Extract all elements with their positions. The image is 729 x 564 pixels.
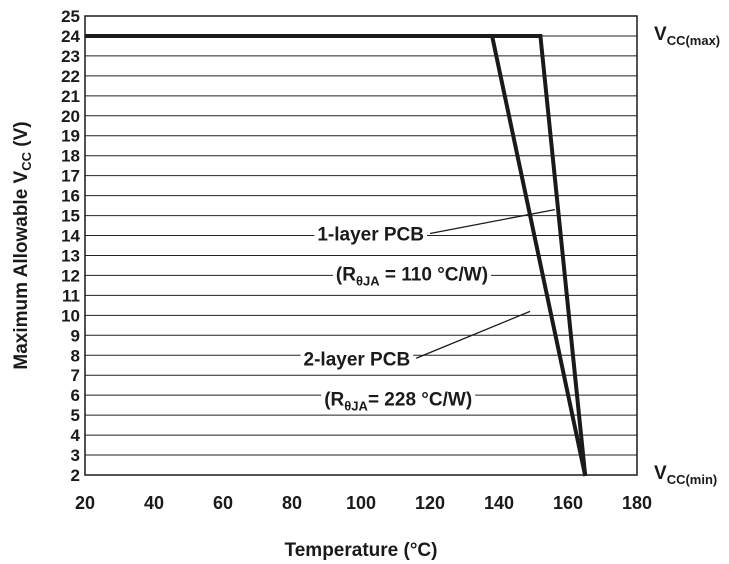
x-tick-label: 40 [144, 493, 164, 513]
vcc-max-label: VCC(max) [654, 24, 720, 48]
y-tick-label: 11 [62, 286, 80, 305]
y-tick-label: 4 [71, 426, 81, 445]
y-tick-label: 21 [61, 87, 80, 106]
y-tick-label: 7 [71, 366, 80, 385]
y-tick-label: 12 [61, 266, 80, 285]
x-tick-label: 140 [484, 493, 514, 513]
x-tick-label: 20 [75, 493, 95, 513]
y-tick-label: 17 [61, 167, 80, 186]
y-axis-title-main: Maximum Allowable V [11, 170, 32, 369]
series-line-2 [85, 33, 588, 477]
x-tick-label: 120 [415, 493, 445, 513]
vcc-min-label: VCC(min) [654, 463, 717, 487]
annotation-resistance: (RθJA= 228 °C/W) [324, 389, 472, 413]
right-labels: VCC(max) VCC(min) [654, 24, 720, 487]
y-tick-label: 24 [61, 27, 80, 46]
x-tick-label: 80 [282, 493, 302, 513]
y-tick-label: 19 [61, 127, 80, 146]
y-tick-label: 16 [61, 187, 80, 206]
y-axis-title: Maximum Allowable VCC (V) [11, 121, 34, 369]
annotation-title: 1-layer PCB [317, 225, 424, 246]
y-tick-label: 5 [71, 406, 80, 425]
y-tick-label: 10 [61, 306, 80, 325]
annotation-leader [415, 310, 531, 359]
y-tick-label: 2 [71, 466, 80, 485]
y-tick-label: 6 [71, 386, 80, 405]
x-tick-label: 160 [553, 493, 583, 513]
annotation-resistance: (RθJA = 110 °C/W) [336, 265, 488, 289]
series [85, 33, 588, 477]
y-tick-label: 8 [71, 346, 80, 365]
y-tick-label: 25 [61, 7, 80, 26]
y-axis-title-sub: CC [19, 151, 34, 170]
plot-frame [84, 15, 638, 476]
y-tick-label: 15 [61, 207, 80, 226]
x-axis-ticks: 20 40 60 80 100 120 140 160 180 [75, 493, 652, 513]
annotation-backing [314, 223, 427, 247]
y-tick-label: 23 [61, 47, 80, 66]
x-tick-label: 60 [213, 493, 233, 513]
annotations: 1-layer PCB (RθJA = 110 °C/W) 2-layer PCB (… [300, 208, 556, 415]
x-tick-label: 180 [622, 493, 652, 513]
y-tick-label: 13 [61, 246, 80, 265]
annotation-backing [300, 348, 414, 372]
y-tick-label: 14 [61, 227, 80, 246]
y-tick-label: 22 [61, 67, 80, 86]
y-tick-label: 9 [71, 326, 80, 345]
y-tick-label: 18 [61, 147, 80, 166]
y-tick-label: 3 [71, 446, 80, 465]
annotation-2: 2-layer PCB (RθJA= 228 °C/W) [300, 310, 531, 415]
annotation-leader [429, 208, 556, 235]
annotation-title: 2-layer PCB [304, 349, 411, 370]
y-tick-label: 20 [61, 107, 80, 126]
x-tick-label: 100 [346, 493, 376, 513]
annotation-backing [321, 388, 476, 415]
y-axis-title-tail: (V) [11, 121, 32, 152]
x-axis-title: Temperature (°C) [285, 540, 438, 561]
annotation-backing [332, 263, 492, 290]
annotation-1: 1-layer PCB (RθJA = 110 °C/W) [314, 208, 556, 290]
